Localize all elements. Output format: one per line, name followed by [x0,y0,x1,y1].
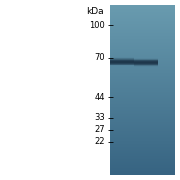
Text: 22: 22 [94,138,105,147]
Text: 100: 100 [89,21,105,30]
Text: 44: 44 [94,93,105,102]
Text: 27: 27 [94,125,105,134]
Text: kDa: kDa [86,8,104,17]
Text: 33: 33 [94,114,105,123]
Text: 70: 70 [94,53,105,62]
